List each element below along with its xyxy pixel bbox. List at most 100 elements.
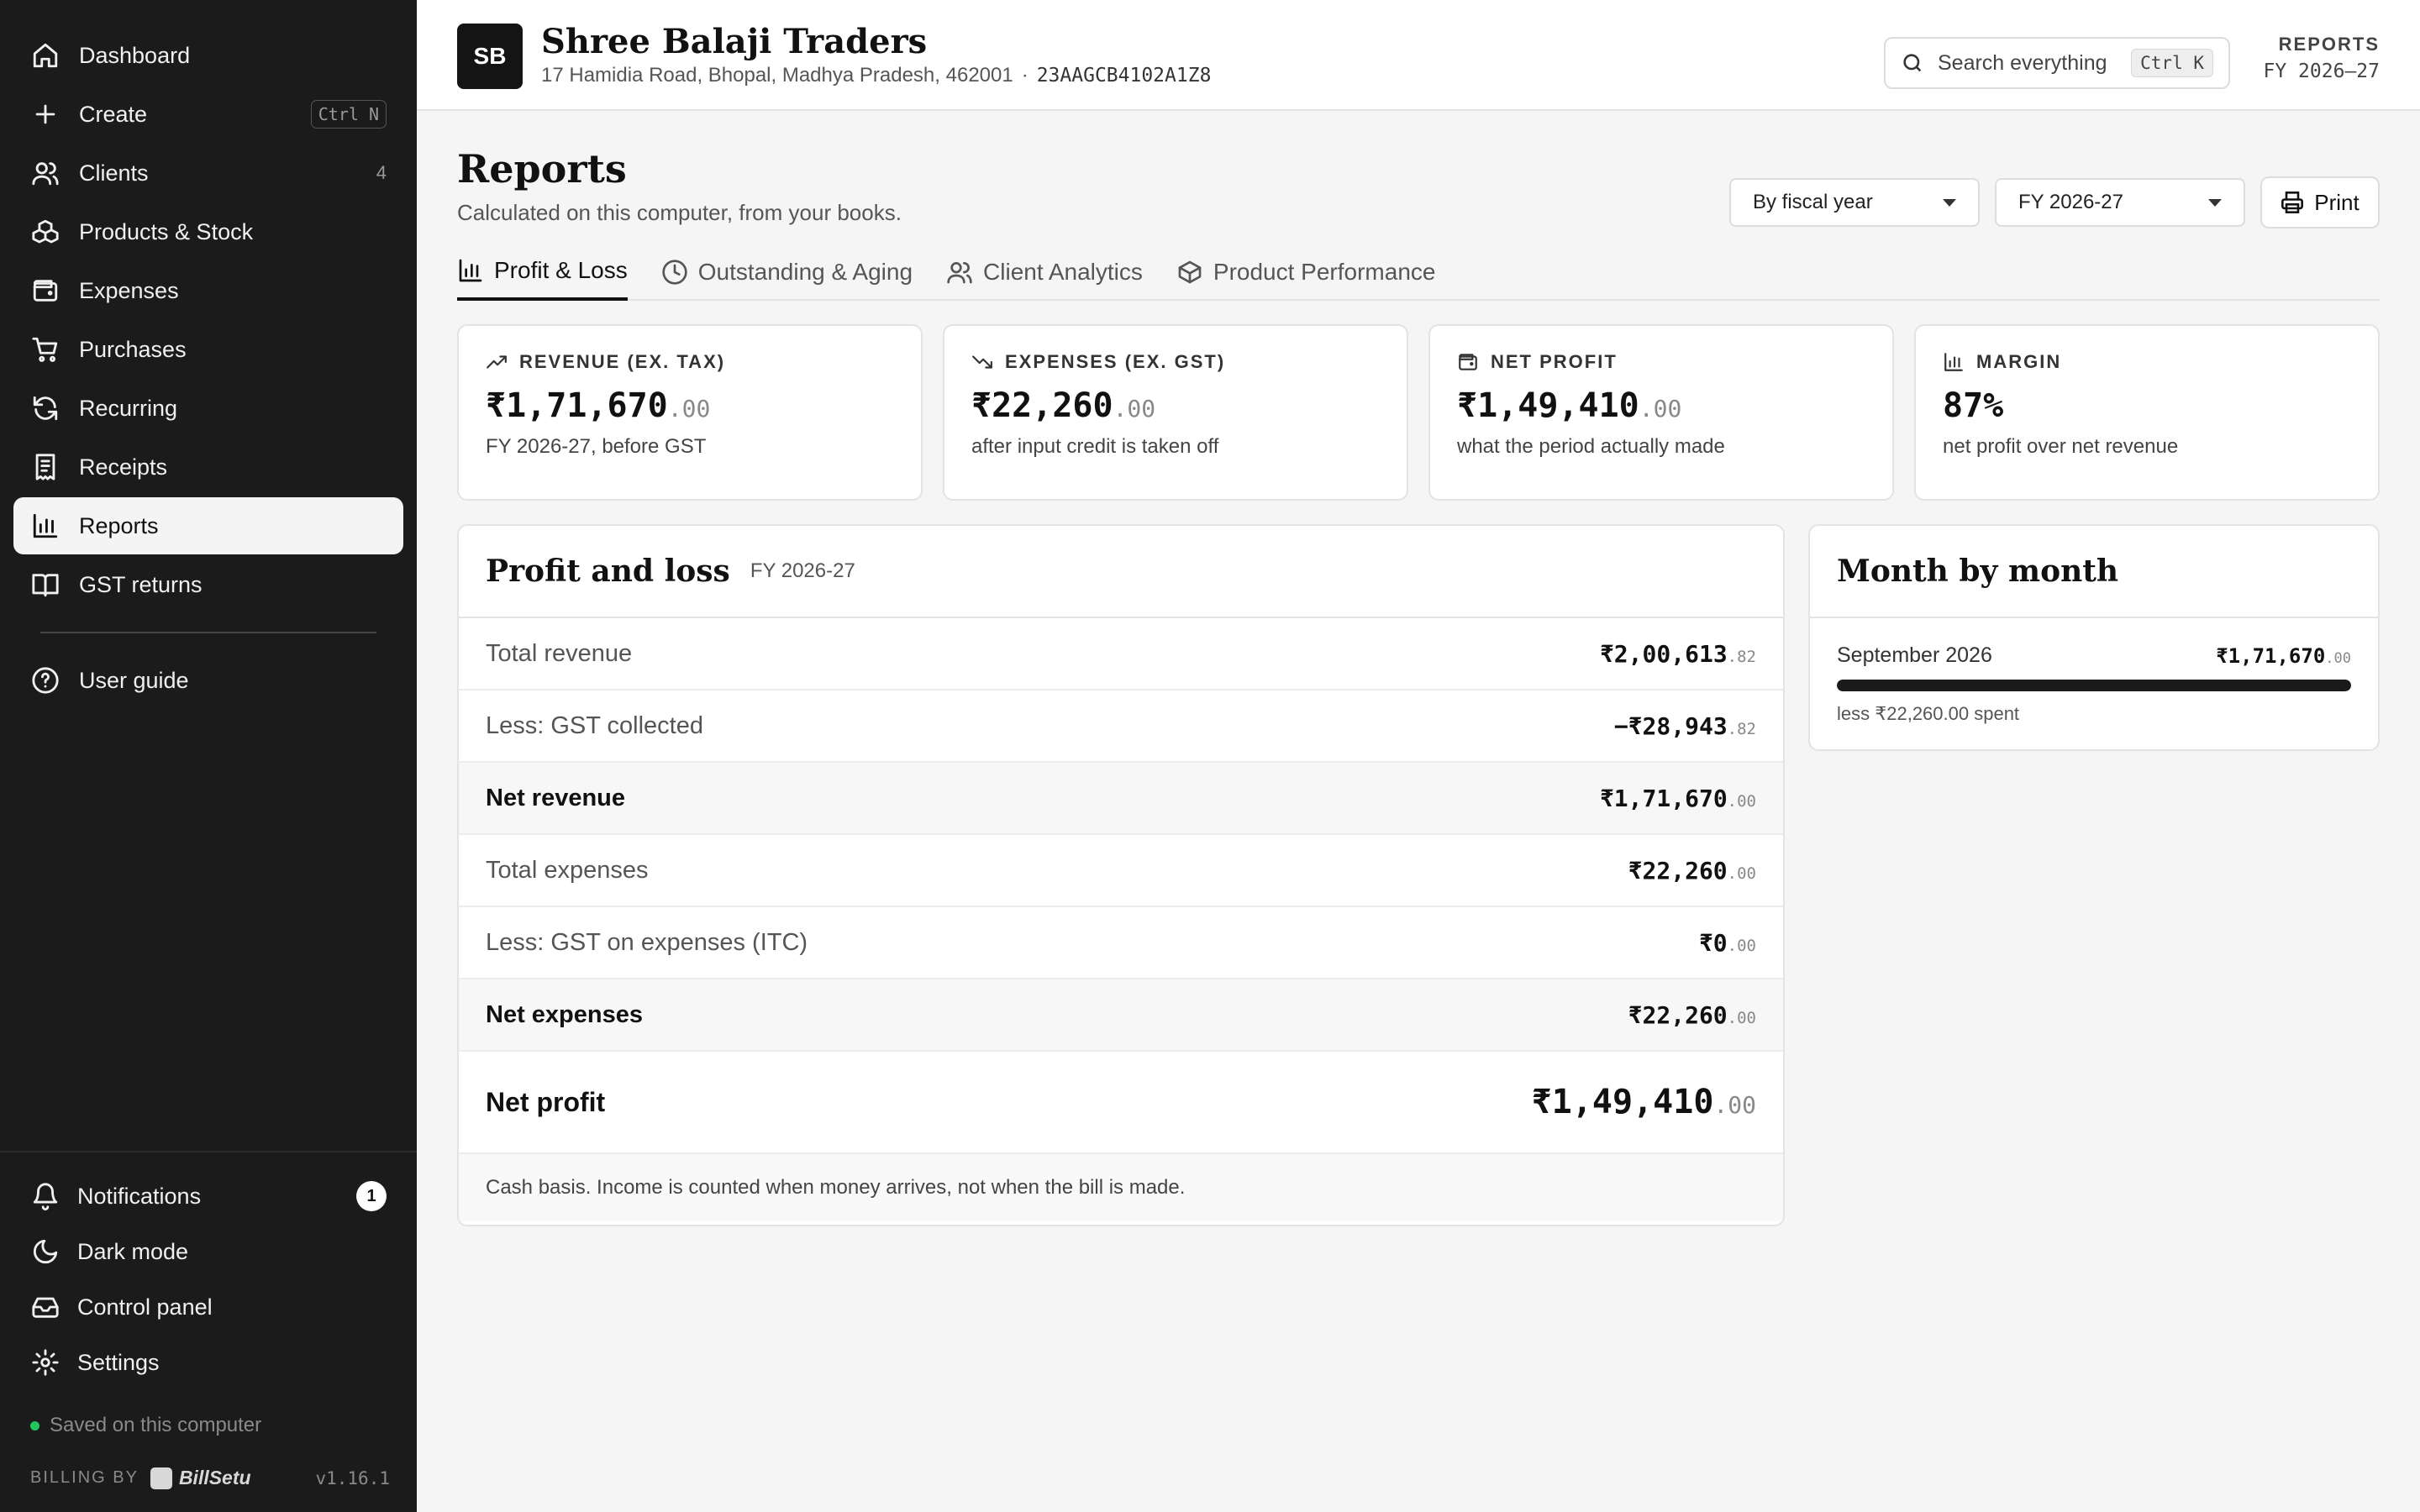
top-header: SB Shree Balaji Traders 17 Hamidia Road,… bbox=[417, 0, 2420, 111]
notifications-badge: 1 bbox=[356, 1181, 387, 1211]
month-by-month-panel: Month by month September 2026 ₹1,71,670.… bbox=[1808, 524, 2380, 751]
sidebar-item-products[interactable]: Products & Stock bbox=[13, 203, 403, 260]
month-amount: ₹1,71,670.00 bbox=[2216, 644, 2351, 668]
card-value: ₹22,260.00 bbox=[971, 386, 1380, 425]
sidebar-item-dashboard[interactable]: Dashboard bbox=[13, 27, 403, 84]
saved-status: Saved on this computer bbox=[30, 1414, 261, 1437]
sidebar-bottom: Notifications 1 Dark mode Control panel … bbox=[0, 1151, 417, 1391]
amount-decimal: .00 bbox=[1727, 936, 1756, 955]
home-icon bbox=[30, 40, 60, 71]
card-label-text: NET PROFIT bbox=[1491, 351, 1618, 372]
amount-decimal: .82 bbox=[1727, 647, 1756, 666]
header-context: REPORTS FY 2026–27 bbox=[2264, 34, 2380, 82]
search-input[interactable]: Search everything Ctrl K bbox=[1884, 37, 2230, 89]
expenses-card: EXPENSES (EX. GST) ₹22,260.00 after inpu… bbox=[943, 324, 1408, 501]
row-amount: ₹1,71,670.00 bbox=[1600, 785, 1756, 812]
amount-int: ₹22,260 bbox=[1628, 1000, 1728, 1029]
sidebar-item-gst-returns[interactable]: GST returns bbox=[13, 556, 403, 613]
tab-label: Client Analytics bbox=[983, 259, 1143, 285]
clock-icon bbox=[662, 260, 687, 285]
tab-outstanding-aging[interactable]: Outstanding & Aging bbox=[661, 244, 913, 301]
search-icon bbox=[1903, 54, 1922, 72]
sidebar-item-receipts[interactable]: Receipts bbox=[13, 438, 403, 496]
print-label: Print bbox=[2314, 189, 2360, 215]
sidebar-item-user-guide[interactable]: User guide bbox=[13, 652, 403, 709]
help-circle-icon bbox=[30, 665, 60, 696]
card-value-decimal: .00 bbox=[1639, 395, 1682, 423]
row-amount: ₹0.00 bbox=[1699, 929, 1756, 957]
amount-int: ₹0 bbox=[1698, 928, 1728, 957]
business-logo: SB bbox=[457, 24, 523, 89]
receipt-icon bbox=[30, 452, 60, 482]
tab-client-analytics[interactable]: Client Analytics bbox=[946, 244, 1143, 301]
sidebar-item-reports[interactable]: Reports bbox=[13, 497, 403, 554]
trending-down-icon bbox=[972, 355, 992, 369]
period-mode-select[interactable]: By fiscal year bbox=[1729, 178, 1980, 227]
bell-icon bbox=[30, 1181, 60, 1211]
amount-decimal: .82 bbox=[1727, 719, 1756, 738]
sidebar-item-label: User guide bbox=[79, 667, 189, 693]
row-label: Total expenses bbox=[486, 856, 649, 884]
card-note: FY 2026-27, before GST bbox=[486, 435, 707, 458]
sidebar-item-label: Clients bbox=[79, 160, 149, 186]
wallet-icon bbox=[30, 276, 60, 306]
gear-icon bbox=[30, 1347, 60, 1378]
details-separator: · bbox=[1021, 64, 1028, 87]
pl-row-net-revenue: Net revenue ₹1,71,670.00 bbox=[459, 763, 1783, 835]
card-label-text: EXPENSES (EX. GST) bbox=[1005, 351, 1226, 372]
sidebar-item-label: Products & Stock bbox=[79, 218, 254, 244]
profit-loss-panel: Profit and loss FY 2026-27 Total revenue… bbox=[457, 524, 1785, 1226]
sidebar-item-notifications[interactable]: Notifications 1 bbox=[13, 1169, 403, 1223]
sidebar-item-control-panel[interactable]: Control panel bbox=[13, 1280, 403, 1334]
sidebar-item-purchases[interactable]: Purchases bbox=[13, 321, 403, 378]
amount-decimal: .00 bbox=[1727, 864, 1756, 883]
sidebar-item-recurring[interactable]: Recurring bbox=[13, 380, 403, 437]
sidebar-item-label: Reports bbox=[79, 512, 159, 538]
card-value: ₹1,49,410.00 bbox=[1457, 386, 1865, 425]
sidebar-item-expenses[interactable]: Expenses bbox=[13, 262, 403, 319]
saved-label: Saved on this computer bbox=[50, 1414, 262, 1436]
cart-icon bbox=[30, 334, 60, 365]
pl-row-total-revenue: Total revenue ₹2,00,613.82 bbox=[459, 618, 1783, 690]
card-label: MARGIN bbox=[1943, 351, 2351, 373]
fiscal-year-select[interactable]: FY 2026-27 bbox=[1995, 178, 2245, 227]
amount-int: ₹2,00,613 bbox=[1599, 639, 1728, 668]
chevron-down-icon bbox=[1943, 198, 1956, 207]
pl-row-gst-expenses: Less: GST on expenses (ITC) ₹0.00 bbox=[459, 907, 1783, 979]
amount-int: ₹1,49,410 bbox=[1531, 1083, 1714, 1121]
card-label-text: MARGIN bbox=[1976, 351, 2062, 372]
fiscal-year-value: FY 2026-27 bbox=[2018, 191, 2123, 213]
sidebar-item-label: Dashboard bbox=[79, 42, 191, 68]
page-subtitle: Calculated on this computer, from your b… bbox=[457, 200, 902, 225]
sidebar-item-create[interactable]: Create Ctrl N bbox=[13, 86, 403, 143]
card-label: REVENUE (EX. TAX) bbox=[486, 351, 894, 373]
card-value-int: ₹22,260 bbox=[971, 386, 1113, 425]
sidebar-item-clients[interactable]: Clients 4 bbox=[13, 144, 403, 202]
card-label: NET PROFIT bbox=[1457, 351, 1865, 373]
row-amount: ₹1,49,410.00 bbox=[1532, 1083, 1756, 1121]
summary-cards: REVENUE (EX. TAX) ₹1,71,670 .00 FY 2026-2… bbox=[457, 324, 2380, 501]
tab-product-performance[interactable]: Product Performance bbox=[1176, 244, 1435, 301]
sidebar-item-label: Receipts bbox=[79, 454, 168, 480]
sidebar-item-label: Notifications bbox=[77, 1183, 202, 1209]
row-label: Net revenue bbox=[486, 784, 626, 811]
clients-count: 4 bbox=[376, 162, 387, 183]
billing-footer: BILLING BY BillSetu v1.16.1 bbox=[30, 1467, 390, 1489]
amount-int: ₹22,260 bbox=[1628, 856, 1728, 885]
row-label: Net expenses bbox=[486, 1000, 643, 1028]
tab-profit-loss[interactable]: Profit & Loss bbox=[457, 244, 628, 301]
search-shortcut: Ctrl K bbox=[2131, 49, 2213, 77]
sidebar-item-label: Expenses bbox=[79, 277, 179, 303]
sidebar-item-label: Purchases bbox=[79, 336, 187, 362]
margin-card: MARGIN 87% net profit over net revenue bbox=[1914, 324, 2380, 501]
print-button[interactable]: Print bbox=[2260, 176, 2380, 228]
row-label: Less: GST collected bbox=[486, 711, 703, 739]
search-placeholder: Search everything bbox=[1938, 50, 2107, 75]
brand-logo: BillSetu bbox=[150, 1467, 251, 1489]
package-icon bbox=[1178, 260, 1202, 284]
card-value-int: ₹1,71,670 bbox=[486, 386, 668, 425]
sidebar-item-dark-mode[interactable]: Dark mode bbox=[13, 1225, 403, 1278]
report-tabs: Profit & Loss Outstanding & Aging Client… bbox=[457, 244, 2380, 301]
sidebar-item-settings[interactable]: Settings bbox=[13, 1336, 403, 1389]
period-mode-value: By fiscal year bbox=[1753, 191, 1873, 213]
